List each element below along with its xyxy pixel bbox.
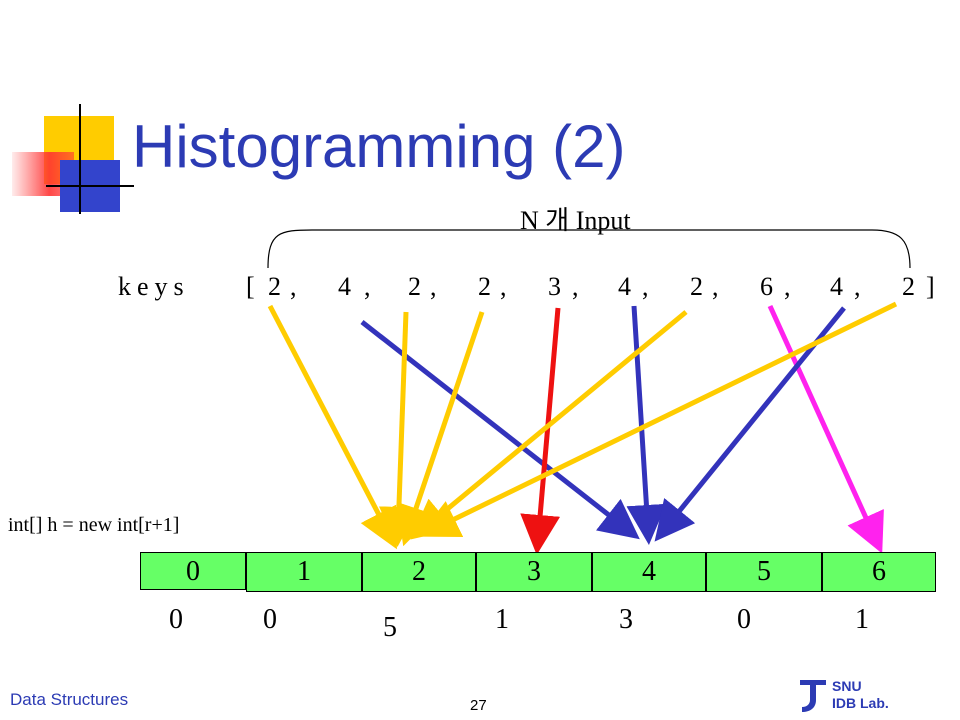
page-number: 27 (470, 697, 487, 714)
key-value: 3 (548, 272, 561, 301)
key-value: 2 (408, 272, 421, 301)
key-value: 2 (268, 272, 281, 301)
histogram-cell-0: 0 (140, 552, 246, 590)
bracket: [ (246, 272, 255, 301)
histogram-cell-3: 3 (476, 552, 592, 592)
key-value: 2 (478, 272, 491, 301)
slide-title: Histogramming (2) (132, 113, 626, 180)
comma: , (784, 272, 791, 301)
comma: , (364, 272, 371, 301)
arrow-key-3-to-2 (397, 311, 485, 547)
histogram-count-0: 0 (169, 604, 183, 635)
lab-logo-text: SNU IDB Lab. (832, 678, 889, 712)
key-value: 4 (338, 272, 351, 301)
comma: , (854, 272, 861, 301)
key-value: 4 (830, 272, 843, 301)
arrow-key-9-to-2 (418, 301, 898, 538)
key-value: 2 (690, 272, 703, 301)
key-value: 2 (902, 272, 915, 301)
histogram-cell-6: 6 (822, 552, 936, 592)
input-brace (267, 229, 911, 269)
arrow-key-6-to-2 (410, 310, 688, 540)
histogram-count-1: 0 (263, 604, 277, 635)
comma: , (430, 272, 437, 301)
footer-course: Data Structures (10, 690, 129, 709)
arrow-key-7-to-6 (767, 304, 884, 554)
logo-line-2: IDB Lab. (832, 695, 889, 711)
code-label: int[] h = new int[r+1] (8, 514, 180, 536)
bracket: ] (926, 272, 935, 301)
comma: , (290, 272, 297, 301)
arrow-key-0-to-2 (267, 304, 397, 550)
histogram-cell-2: 2 (362, 552, 476, 592)
histogram-cell-5: 5 (706, 552, 822, 592)
logo-line-1: SNU (832, 678, 862, 694)
key-value: 4 (618, 272, 631, 301)
histogram-count-6: 1 (855, 604, 869, 635)
comma: , (712, 272, 719, 301)
histogram-cell-1: 1 (246, 552, 362, 592)
comma: , (572, 272, 579, 301)
n-input-label: N 개 Input (520, 206, 631, 235)
histogram-count-3: 1 (495, 604, 509, 635)
arrow-key-2-to-2 (378, 311, 419, 547)
histogram-count-5: 0 (737, 604, 751, 635)
histogram-count-4: 3 (619, 604, 633, 635)
decorative-squares-logo (12, 104, 134, 214)
key-value: 6 (760, 272, 773, 301)
arrow-key-5-to-4 (626, 305, 667, 545)
snu-logo-icon (800, 680, 826, 712)
histogram-count-2: 5 (383, 612, 397, 643)
keys-array: [2, 4, 2, 2, 3, 4, 2, 6, 4, 2] (0, 272, 960, 306)
keys-label: keys (118, 272, 190, 301)
comma: , (500, 272, 507, 301)
histogram-cell-4: 4 (592, 552, 706, 592)
mapping-arrows (267, 301, 898, 555)
comma: , (642, 272, 649, 301)
